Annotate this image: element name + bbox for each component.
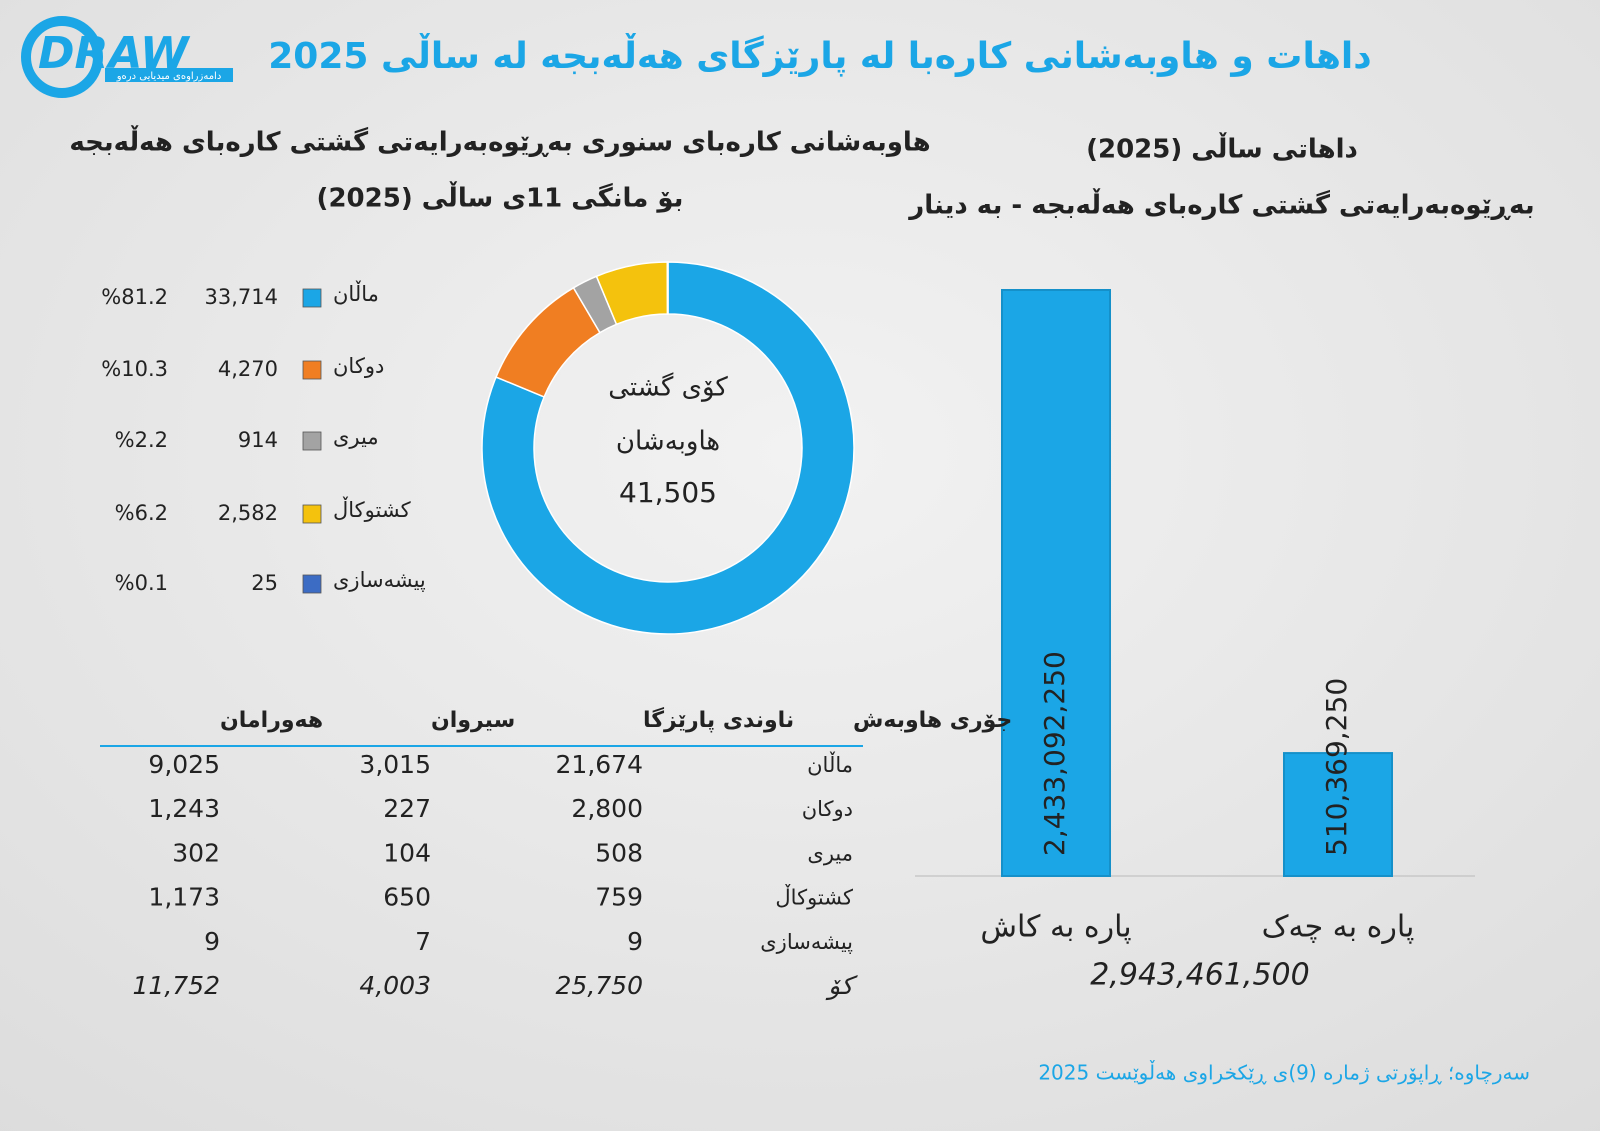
table-total: 25,750 (556, 971, 643, 1000)
donut-title: هاوبەشانی کارەبای سنوری بەڕێوەبەرایەتی گ… (69, 126, 930, 158)
table-cell: 759 (595, 883, 643, 912)
donut-total: 41,505 (619, 476, 717, 509)
donut-center-subtitle: هاوبەشان (616, 427, 720, 457)
x-tick-label: پارە بە کاش (980, 910, 1131, 945)
table-cell: دوکان (802, 797, 853, 821)
table-total: کۆ (825, 971, 858, 1001)
table-cell: 650 (383, 883, 431, 912)
table-header: ناوندی پارێزگا (643, 706, 794, 733)
table-cell: ماڵان (807, 751, 853, 777)
table-cell: 508 (595, 838, 643, 867)
table-cell: 227 (383, 794, 431, 823)
legend-label: پیشەسازی (333, 568, 426, 592)
table-header: سیروان (431, 708, 515, 733)
logo-band (105, 68, 233, 82)
table-cell: میری (807, 841, 853, 865)
bar-title: داهاتی ساڵی (2025) (1086, 133, 1358, 165)
legend-percent: %0.1 (115, 571, 168, 595)
legend-value: 25 (251, 571, 278, 595)
legend-value: 33,714 (205, 285, 278, 309)
table-cell: 21,674 (556, 750, 643, 779)
table-cell: 2,800 (571, 794, 643, 823)
legend-value: 4,270 (218, 357, 278, 381)
source: سەرچاوە؛ ڕاپۆرتی ژمارە (9)ی ڕێکخراوی هەڵ… (1038, 1060, 1530, 1086)
table-header: جۆری هاوبەش (853, 708, 1012, 733)
legend-label: کشتوکاڵ (333, 496, 411, 522)
page-title: داهات و هاوبەشانی کارەبا لە پارێزگای هەڵ… (268, 33, 1372, 77)
legend-value: 914 (238, 428, 278, 452)
bar-value-label: 2,433,092,250 (1038, 651, 1071, 856)
bar-total: 2,943,461,500 (1090, 958, 1309, 993)
table-cell: 1,243 (148, 794, 220, 823)
legend-value: 2,582 (218, 501, 278, 525)
bar (1283, 752, 1393, 877)
legend-percent: %10.3 (101, 357, 168, 381)
table-cell: 7 (415, 927, 431, 956)
logo-ring (21, 16, 103, 98)
legend-swatch (302, 431, 322, 451)
legend-percent: %6.2 (115, 501, 168, 525)
donut-subtitle: بۆ مانگی 11ی ساڵی (2025) (317, 182, 684, 214)
legend-percent: %2.2 (115, 428, 168, 452)
table-cell: 104 (383, 838, 431, 867)
bar-subtitle: بەڕێوەبەرایەتی گشتی کارەبای هەڵەبجە - بە… (907, 189, 1534, 221)
table-cell: 1,173 (148, 883, 220, 912)
table-cell: 9,025 (148, 750, 220, 779)
x-tick-label: پارە بە چەک (1262, 910, 1415, 945)
legend-swatch (302, 504, 322, 524)
table-cell: 9 (627, 927, 643, 956)
table-cell: 302 (172, 838, 220, 867)
table-total: 11,752 (133, 971, 220, 1000)
table-cell: پیشەسازی (760, 930, 853, 954)
table-cell: 9 (204, 927, 220, 956)
donut-center-title: کۆی گشتی (608, 372, 728, 403)
table-header: هەورامان (220, 708, 323, 733)
table-total: 4,003 (359, 971, 431, 1000)
legend-label: میری (333, 425, 379, 449)
legend-swatch (302, 288, 322, 308)
donut-slice (666, 261, 669, 315)
logo-subtitle: دامەزراوەی میدیایی درەو (116, 71, 222, 82)
legend-label: دوکان (333, 354, 384, 378)
bar-value-label: 510,369,250 (1320, 678, 1353, 856)
logo: DRAW دامەزراوەی میدیایی درەو (21, 16, 233, 98)
donut-slice (481, 261, 855, 635)
table-cell: 3,015 (359, 750, 431, 779)
table-cell: کشتوکاڵ (775, 884, 853, 910)
bar (1001, 289, 1111, 877)
legend-swatch (302, 360, 322, 380)
legend-percent: %81.2 (101, 285, 168, 309)
legend-label: ماڵان (333, 280, 379, 306)
legend-swatch (302, 574, 322, 594)
